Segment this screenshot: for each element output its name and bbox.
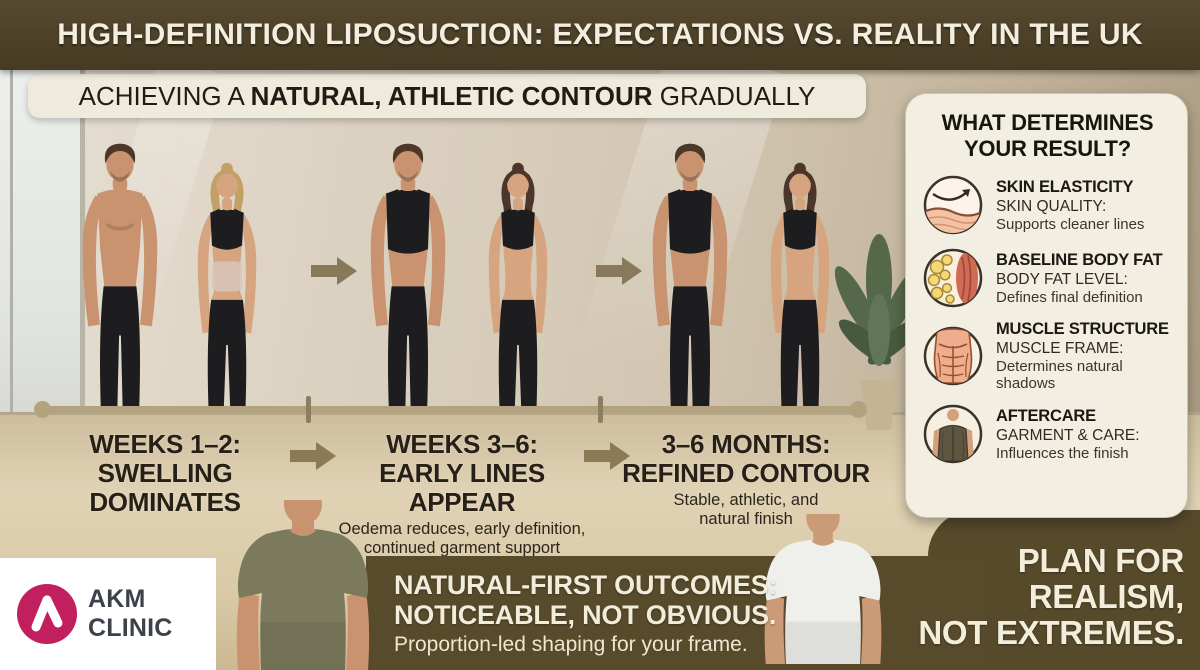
outcomes-message: NATURAL-FIRST OUTCOMES: NOTICEABLE, NOT … xyxy=(394,570,778,656)
aftercare-garment-icon xyxy=(922,403,984,465)
header-banner: HIGH-DEFINITION LIPOSUCTION: EXPECTATION… xyxy=(0,0,1200,70)
subtitle-suffix: GRADUALLY xyxy=(652,80,816,111)
progress-arrow-icon xyxy=(596,257,642,285)
page-title: HIGH-DEFINITION LIPOSUCTION: EXPECTATION… xyxy=(57,18,1143,51)
clinic-logo: AKM CLINIC xyxy=(0,558,216,670)
stage1-label: WEEKS 1–2: SWELLING DOMINATES xyxy=(35,430,295,520)
timeline-tick xyxy=(306,396,311,423)
stage3-female-figure xyxy=(754,161,846,412)
window-decor xyxy=(0,70,85,440)
muscle-structure-icon xyxy=(922,325,984,387)
green-shirt-man-figure xyxy=(218,500,388,670)
progress-arrow-icon xyxy=(311,257,357,285)
factor-muscle-structure: MUSCLE STRUCTURE MUSCLE FRAME: Determine… xyxy=(922,320,1173,392)
stage3-label: 3–6 MONTHS: REFINED CONTOUR Stable, athl… xyxy=(622,429,870,529)
stage3-male-figure xyxy=(640,139,740,412)
akm-logo-icon xyxy=(16,583,78,645)
stage1-title: WEEKS 1–2: xyxy=(89,429,241,459)
timeline-tick xyxy=(598,396,603,423)
stage3-title: 3–6 MONTHS: xyxy=(661,429,831,459)
plant-decor xyxy=(834,234,924,430)
factor-skin-elasticity: SKIN ELASTICITY SKIN QUALITY: Supports c… xyxy=(922,174,1173,236)
sidebar-title: WHAT DETERMINES YOUR RESULT? xyxy=(941,110,1154,161)
subtitle-emphasis: NATURAL, ATHLETIC CONTOUR xyxy=(250,80,653,111)
stage-arrow-icon xyxy=(290,442,336,470)
stage2-female-figure xyxy=(472,161,564,412)
factor-aftercare: AFTERCARE GARMENT & CARE: Influences the… xyxy=(922,403,1173,465)
stage1-male-figure xyxy=(70,139,170,412)
timeline-end-dot xyxy=(850,401,867,418)
outcomes-panel xyxy=(366,556,988,670)
subtitle-prefix: ACHIEVING A xyxy=(78,80,251,111)
clinic-name: AKM CLINIC xyxy=(88,585,173,642)
timeline-start-dot xyxy=(34,401,51,418)
stage-arrow-icon xyxy=(584,442,630,470)
skin-elasticity-icon xyxy=(922,174,984,236)
factor-body-fat: BASELINE BODY FAT BODY FAT LEVEL: Define… xyxy=(922,247,1173,309)
stage2-label: WEEKS 3–6: EARLY LINES APPEAR Oedema red… xyxy=(333,430,591,558)
result-factors-panel: WHAT DETERMINES YOUR RESULT? xyxy=(905,93,1188,518)
stage2-title: WEEKS 3–6: xyxy=(386,429,538,459)
stage2-male-figure xyxy=(358,139,458,412)
timeline-bar xyxy=(40,406,862,413)
body-fat-icon xyxy=(922,247,984,309)
stage1-female-figure xyxy=(181,161,273,412)
subtitle-banner: ACHIEVING A NATURAL, ATHLETIC CONTOUR GR… xyxy=(28,74,866,118)
plan-message: PLAN FOR REALISM, NOT EXTREMES. xyxy=(918,542,1184,651)
